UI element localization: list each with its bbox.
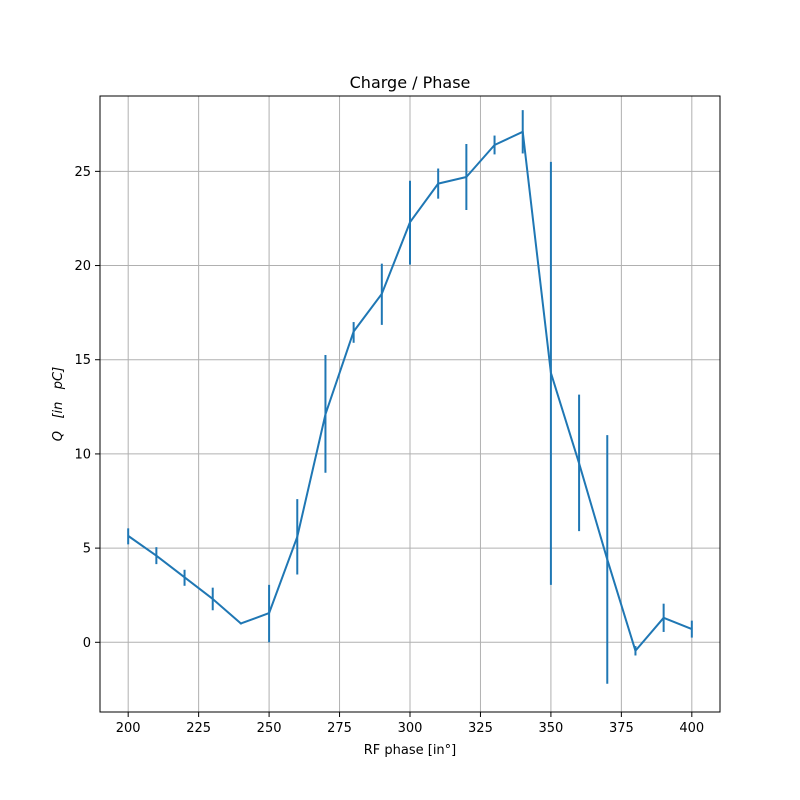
x-tick-label: 325 — [468, 721, 493, 736]
x-tick-label: 300 — [398, 721, 423, 736]
y-tick-label: 25 — [74, 165, 91, 180]
y-axis-label: Q [in pC] — [51, 367, 66, 441]
x-tick-label: 275 — [327, 721, 352, 736]
y-tick-label: 20 — [74, 259, 91, 274]
x-tick-label: 225 — [186, 721, 211, 736]
x-tick-label: 375 — [609, 721, 634, 736]
grid — [100, 96, 720, 712]
x-tick-label: 200 — [116, 721, 141, 736]
x-tick-label: 350 — [538, 721, 563, 736]
x-axis-ticks: 200 225 250 275 300 325 350 375 400 — [116, 712, 704, 736]
x-tick-label: 400 — [679, 721, 704, 736]
series-layer — [127, 110, 693, 684]
y-tick-label: 5 — [83, 542, 91, 557]
chart-title: Charge / Phase — [350, 73, 471, 92]
y-tick-label: 15 — [74, 353, 91, 368]
y-tick-label: 10 — [74, 447, 91, 462]
x-tick-label: 250 — [257, 721, 282, 736]
y-tick-label: 0 — [83, 636, 91, 651]
x-axis-label: RF phase [in°] — [364, 743, 457, 758]
y-axis-ticks: 0 5 10 15 20 25 — [74, 165, 100, 651]
